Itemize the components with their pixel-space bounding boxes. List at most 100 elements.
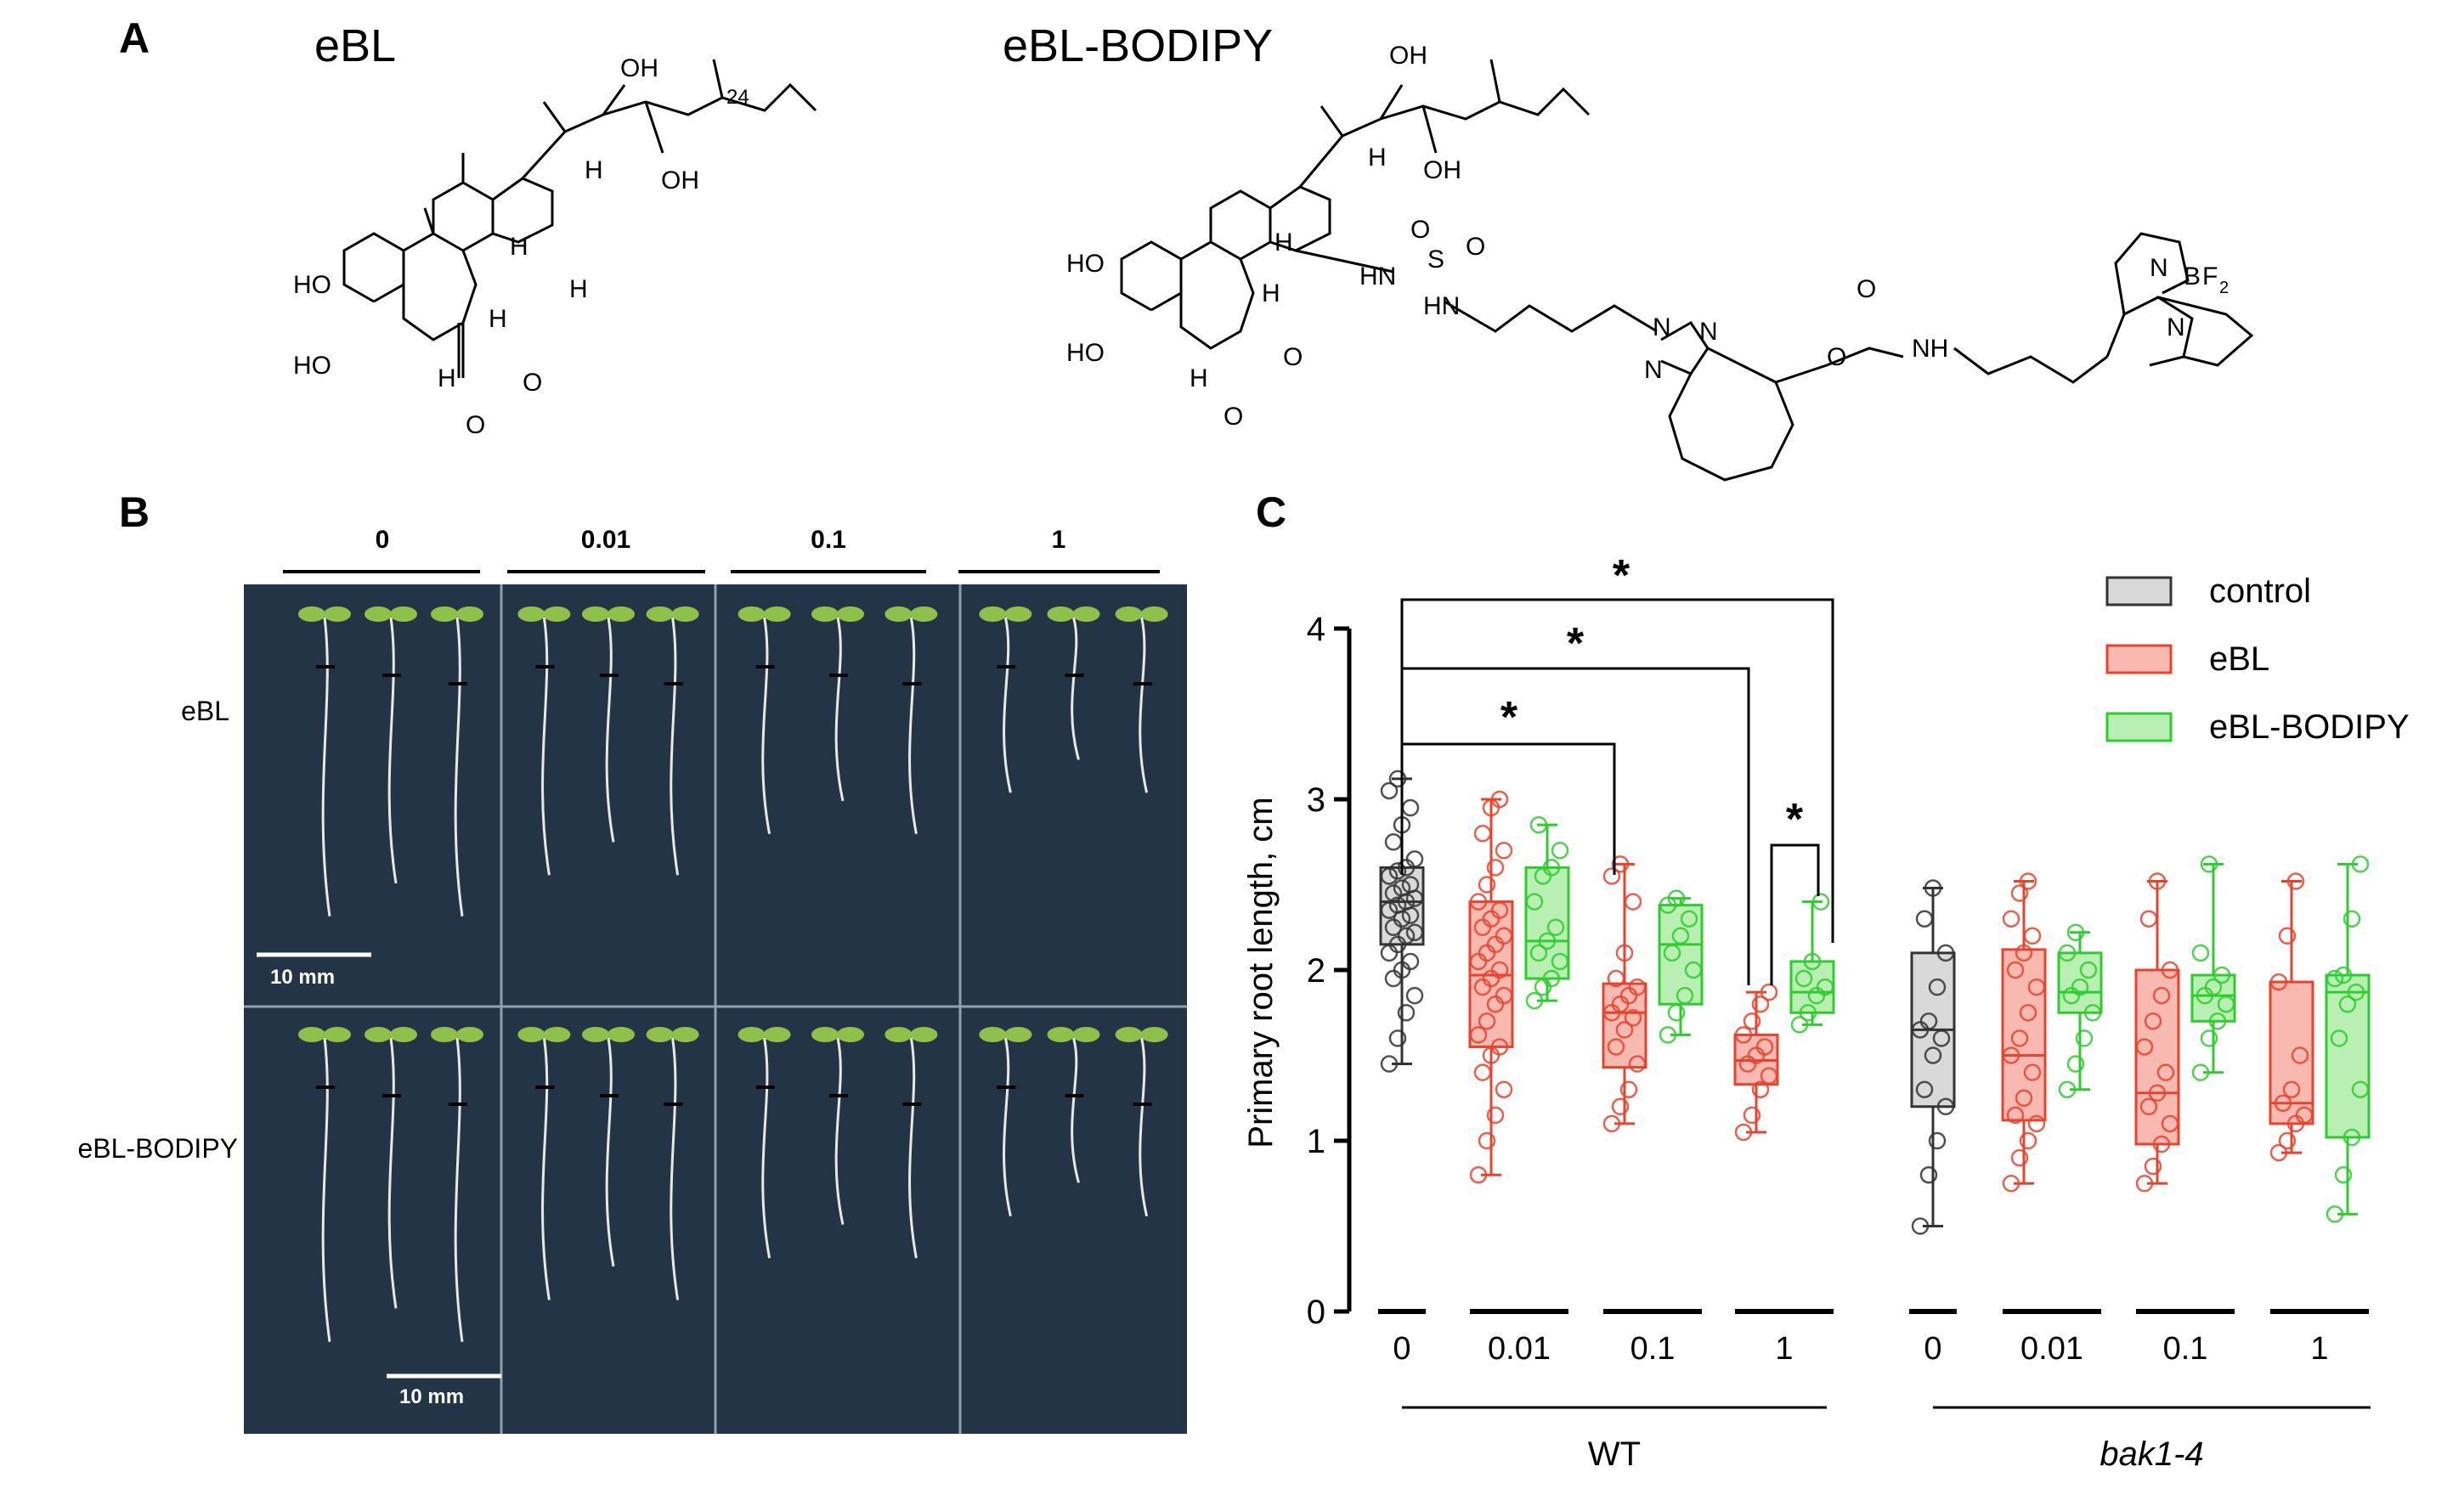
data-point [2208,1012,2227,1030]
bodipy-oh-1: OH [1389,42,1427,70]
data-point [1602,867,1621,885]
seedling-leaf [431,606,458,622]
y-axis-label: Primary root length, cm [1242,797,1280,1148]
bracket-0-vs-1-bodipy [1400,598,1834,943]
data-point [1397,927,1416,945]
seedling-leaf [298,1027,325,1042]
ebl-h-4: H [489,305,507,333]
data-point [1469,1165,1488,1184]
scale-bar-top-label: 10 mm [270,966,335,989]
ebl-ho-2: HO [293,352,331,380]
box-WT-0.01-eBL-BODIPY [1524,815,1570,1010]
data-point [1551,842,1569,860]
data-point [1384,833,1403,851]
panel-b-conc-0-01: 0.01 [581,526,630,554]
seedling-root [454,617,464,917]
data-point [2071,978,2089,996]
box-iqr [2134,968,2180,1146]
data-point [1490,1038,1509,1056]
seedling-leaf [1004,606,1032,622]
seedling-root [1139,1037,1149,1217]
data-point [2282,1080,2301,1098]
data-point [1811,893,1830,911]
data-point [2139,910,2158,928]
data-point [1919,1165,1938,1184]
data-point [2351,855,2370,873]
data-point [2342,910,2361,928]
bodipy-b: B [2184,262,2201,290]
bodipy-h-2: H [1274,228,1293,257]
data-point [1919,1012,1938,1030]
data-point [1384,969,1403,988]
data-point [2330,1029,2348,1047]
data-point [2161,1114,2179,1133]
x-tick-label: 0.1 [1630,1331,1676,1367]
legend-swatch [2105,576,2173,606]
bracket-0-vs-0-1-ebl [1402,742,1616,875]
data-point [2066,1055,2085,1073]
box-bak1-4-0.1-eBL-BODIPY [2190,855,2236,1081]
panel-a-letter: A [119,14,150,62]
data-point [1619,1080,1638,1098]
ebl-structure [342,59,817,378]
data-point [1478,876,1496,894]
data-point [1380,781,1399,800]
seedling-leaf [1072,606,1100,622]
ebl-bodipy-structure [1120,59,2254,482]
box-bak1-4-0-control [1910,879,1956,1235]
legend-swatch [2105,644,2173,674]
data-point [1397,1004,1416,1022]
ebl-h-3: H [569,275,588,303]
data-point [2144,1012,2162,1030]
data-point [1734,1026,1753,1044]
data-point [1915,910,1934,928]
seedling-leaf [365,1027,392,1042]
data-point [2269,973,2288,991]
scale-bar-bottom-label: 10 mm [399,1385,464,1408]
genotype-label: bak1-4 [2099,1435,2203,1473]
data-point [2010,1029,2029,1047]
seedling-leaf [608,1027,635,1042]
seedling-leaf [298,606,325,622]
data-point [1760,1067,1778,1085]
ebl-ho-1: HO [293,271,331,299]
data-point [2075,1029,2094,1047]
data-point [1380,867,1399,885]
data-point [2161,961,2179,979]
panel-b: B 0 0.01 0.1 1 eBL eBL-BODIPY 10 mm [77,488,1187,1434]
data-point [1473,824,1492,843]
bracket-1-ebl-vs-bodipy [1770,843,1820,985]
legend-label: eBL [2209,640,2269,678]
data-point [1928,1131,1947,1150]
seedling-leaf [671,1027,699,1042]
data-point [2006,961,2025,979]
data-point [1911,1217,1930,1235]
panel-b-conc-0-1: 0.1 [811,526,846,554]
box-iqr [1789,960,1835,1014]
data-point [1680,910,1698,928]
seedling-root [605,1037,615,1267]
bodipy-o-ring: O [1283,343,1303,371]
data-point [2269,1143,2288,1162]
data-point [2015,1089,2033,1107]
data-point [1734,1123,1753,1142]
seedling-leaf [390,1027,417,1042]
data-point [2010,884,2029,902]
seedling-root [908,617,918,835]
box-bak1-4-0.01-eBL [2001,872,2047,1193]
box-bak1-4-0.01-eBL-BODIPY [2057,923,2103,1098]
box-iqr [1602,982,1647,1069]
ebl-bodipy-atom-labels: OH OH HO HO H H H H O O HN S O O HN N N … [1066,42,2229,431]
seedling-root [605,617,615,843]
seedling-leaf [763,1027,791,1042]
data-point [1751,1080,1770,1098]
data-point [2291,1046,2309,1064]
box-iqr [2057,951,2103,1014]
box-iqr [2001,948,2047,1122]
data-point [1671,927,1690,945]
bodipy-f: F [2202,262,2218,290]
seedling-leaf [1004,1027,1032,1042]
bodipy-nh: NH [1912,335,1948,363]
data-point [2027,978,2046,996]
seedling-leaf [517,1027,545,1042]
